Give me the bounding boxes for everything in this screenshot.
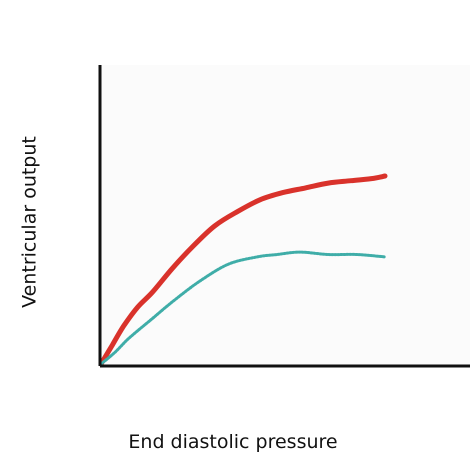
x-axis-label: End diastolic pressure <box>128 431 337 453</box>
series-line-1 <box>98 173 388 367</box>
y-axis-label: Ventricular output <box>19 136 41 308</box>
series-layer <box>98 173 388 367</box>
series-line-2 <box>99 250 387 366</box>
plot-background <box>100 65 470 366</box>
